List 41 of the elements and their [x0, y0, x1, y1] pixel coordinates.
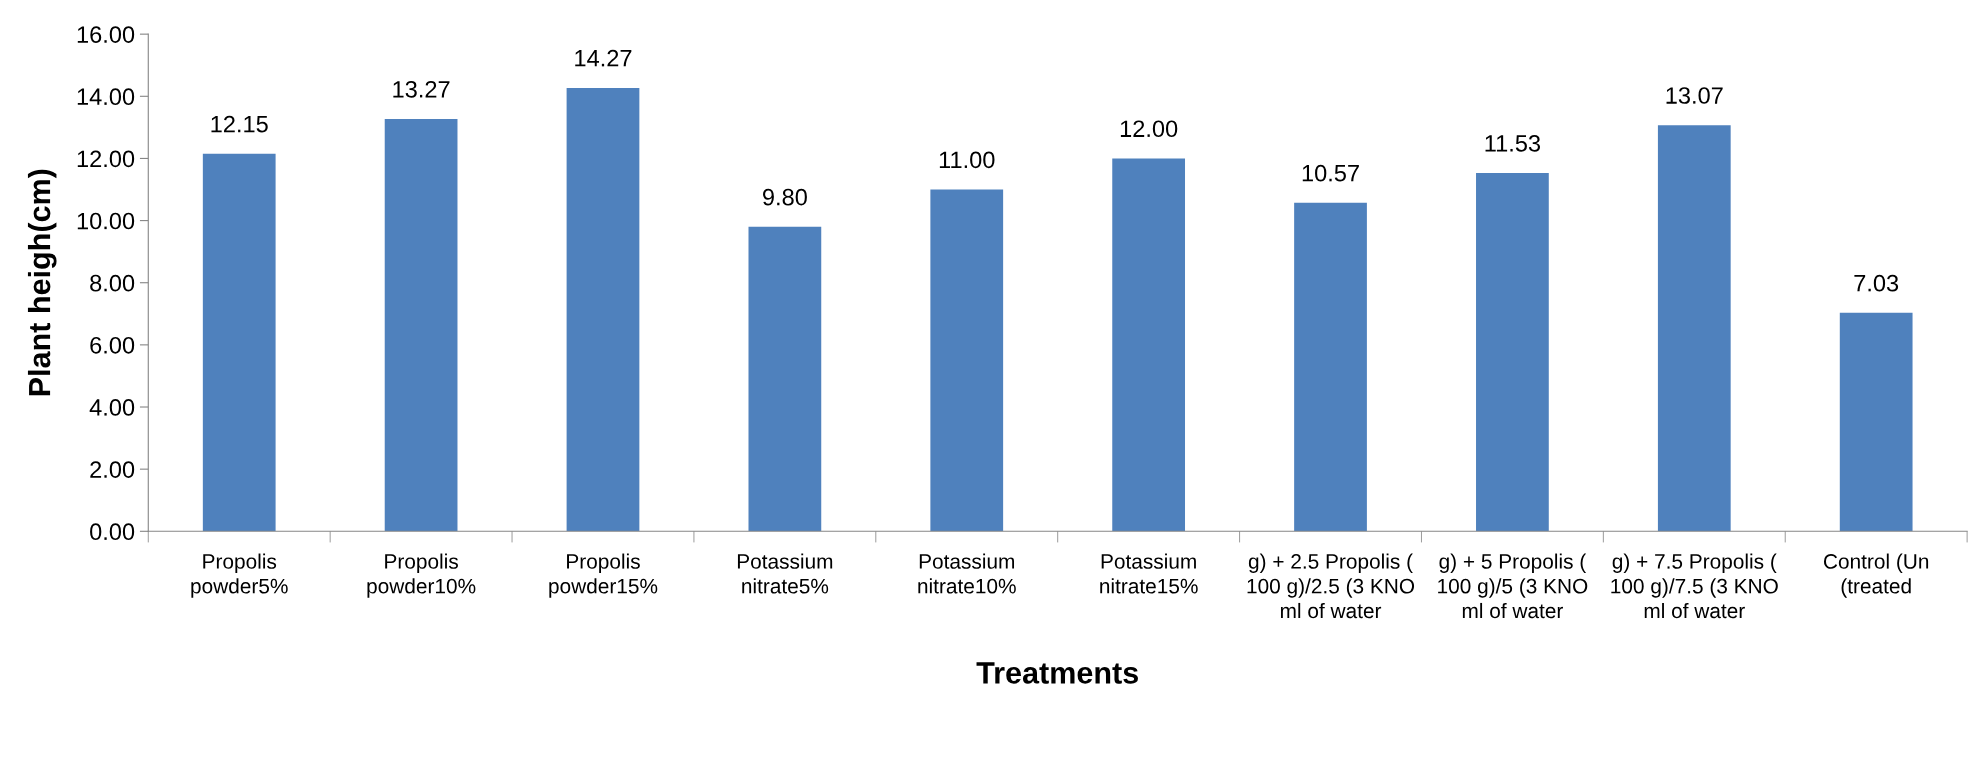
- data-label: 9.80: [763, 188, 807, 206]
- y-tick-label: 12.00: [77, 150, 135, 168]
- x-tick-label: Propolis powder5%: [191, 553, 288, 598]
- y-tick-label: 4.00: [89, 399, 135, 416]
- bar: [1112, 158, 1186, 532]
- data-label: 12.15: [211, 115, 268, 133]
- x-tick-label: Potassium nitrate15%: [1100, 553, 1198, 594]
- data-label: 13.27: [393, 80, 450, 98]
- x-tick-label: Potassium nitrate10%: [918, 553, 1016, 594]
- y-tick-label: 14.00: [77, 88, 135, 106]
- bar: [566, 87, 640, 532]
- bar: [1294, 202, 1367, 532]
- bar: [202, 153, 276, 532]
- x-tick-label: g) + 7.5 Propolis ( 100 g)/7.5 (3 KNO ml of water: [1611, 553, 1778, 619]
- x-tick-label: Propolis powder15%: [549, 553, 658, 598]
- data-label: 13.07: [1666, 87, 1723, 104]
- bar: [748, 226, 822, 532]
- bar: [1657, 125, 1731, 532]
- data-label: 14.27: [575, 49, 632, 67]
- y-tick-label: 16.00: [77, 26, 135, 43]
- data-label: 12.00: [1120, 120, 1178, 138]
- bar: [1476, 173, 1549, 532]
- bar: [384, 118, 458, 532]
- x-tick-label: g) + 5 Propolis ( 100 g)/5 (3 KNO ml of water: [1438, 553, 1588, 619]
- y-tick-label: 8.00: [90, 274, 135, 292]
- data-label: 11.53: [1485, 134, 1541, 152]
- data-label: 7.03: [1854, 274, 1899, 292]
- data-label: 10.57: [1302, 164, 1359, 182]
- data-label: 11.00: [939, 151, 995, 169]
- y-tick-label: 2.00: [90, 461, 135, 478]
- y-tick-label: 10.00: [77, 212, 135, 230]
- x-tick-label: Potassium nitrate5%: [737, 553, 833, 594]
- bar: [1839, 312, 1913, 532]
- x-tick-label: Propolis powder10%: [367, 553, 476, 598]
- x-tick-label: Control (Un (treated: [1823, 553, 1929, 598]
- y-tick-label: 0.00: [90, 523, 135, 541]
- x-axis-title: Treatments: [976, 662, 1138, 684]
- bar: [930, 189, 1004, 532]
- y-tick-label: 6.00: [90, 336, 135, 354]
- x-tick-label: g) + 2.5 Propolis ( 100 g)/2.5 (3 KNO ml of water: [1247, 553, 1415, 619]
- y-axis-title: Plant heigh(cm): [27, 169, 57, 396]
